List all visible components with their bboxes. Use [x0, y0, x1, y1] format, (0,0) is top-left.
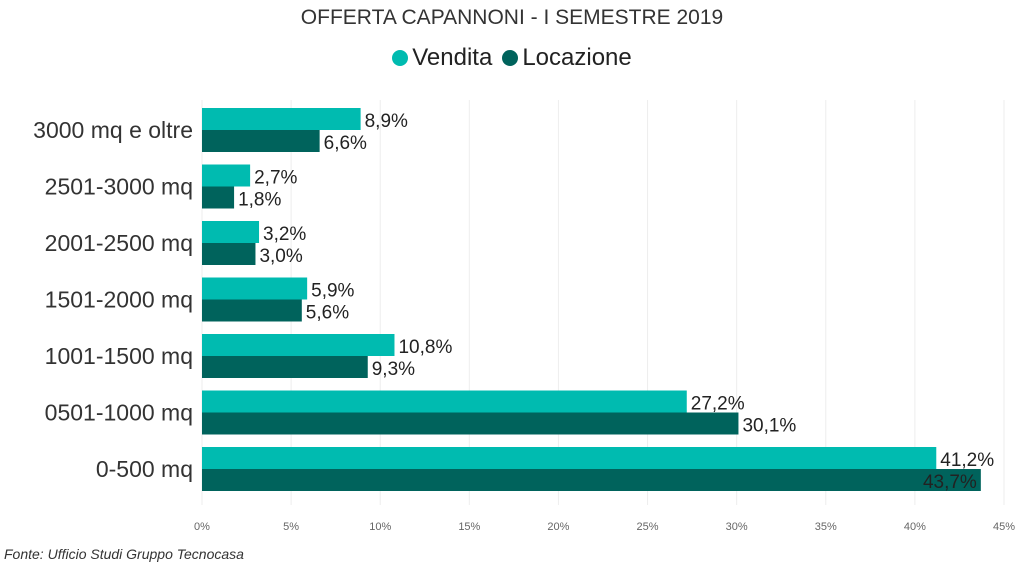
data-label: 5,9%: [311, 281, 354, 302]
bar-locazione: [202, 186, 235, 209]
data-label: 2,7%: [254, 168, 297, 189]
x-tick-label: 25%: [637, 521, 659, 533]
bar-vendita: [202, 221, 260, 243]
legend-dot-icon: [502, 50, 519, 66]
data-label: 9,3%: [372, 359, 415, 380]
legend-item-vendita: Vendita: [392, 44, 492, 72]
data-label: 43,7%: [923, 472, 977, 493]
source-note: Fonte: Ufficio Studi Gruppo Tecnocasa: [4, 546, 244, 562]
data-label: 8,9%: [365, 111, 408, 132]
data-label: 10,8%: [398, 337, 452, 358]
data-label: 6,6%: [324, 133, 367, 154]
bar-locazione: [202, 412, 739, 435]
x-tick-label: 30%: [726, 521, 748, 533]
data-label: 30,1%: [742, 416, 796, 437]
x-tick-label: 35%: [815, 521, 837, 533]
bar-locazione: [202, 469, 981, 491]
bar-locazione: [202, 130, 320, 152]
bar-vendita: [202, 108, 361, 130]
category-label: 0501-1000 mq: [45, 400, 193, 426]
bar-locazione: [202, 243, 256, 265]
legend-label: Locazione: [522, 44, 632, 71]
chart-title: OFFERTA CAPANNONI - I SEMESTRE 2019: [300, 6, 724, 29]
bar-locazione: [202, 299, 302, 322]
category-label: 2501-3000 mq: [45, 174, 193, 200]
bar-vendita: [202, 164, 251, 187]
category-label: 3000 mq e oltre: [33, 117, 193, 143]
data-label: 41,2%: [940, 450, 994, 471]
bar-vendita: [202, 334, 395, 356]
x-tick-label: 5%: [283, 521, 299, 533]
x-tick-label: 20%: [547, 521, 569, 533]
legend-label: Vendita: [412, 44, 493, 71]
data-label: 27,2%: [691, 394, 745, 415]
data-label: 3,0%: [259, 246, 302, 267]
legend-item-locazione: Locazione: [502, 44, 632, 72]
bar-vendita: [202, 447, 937, 469]
bar-vendita: [202, 390, 687, 413]
bar-vendita: [202, 277, 308, 300]
data-label: 1,8%: [238, 190, 281, 211]
data-label: 5,6%: [306, 303, 349, 324]
x-tick-label: 45%: [993, 521, 1015, 533]
category-label: 2001-2500 mq: [45, 230, 193, 256]
x-tick-label: 15%: [458, 521, 480, 533]
legend-dot-icon: [392, 50, 409, 66]
category-label: 1501-2000 mq: [45, 287, 193, 313]
x-tick-label: 0%: [194, 521, 210, 533]
category-label: 1001-1500 mq: [45, 343, 193, 369]
category-label: 0-500 mq: [96, 456, 193, 482]
legend: Vendita Locazione: [0, 44, 1024, 72]
x-tick-label: 10%: [369, 521, 391, 533]
x-tick-label: 40%: [904, 521, 926, 533]
data-label: 3,2%: [263, 224, 306, 245]
bar-locazione: [202, 356, 368, 378]
